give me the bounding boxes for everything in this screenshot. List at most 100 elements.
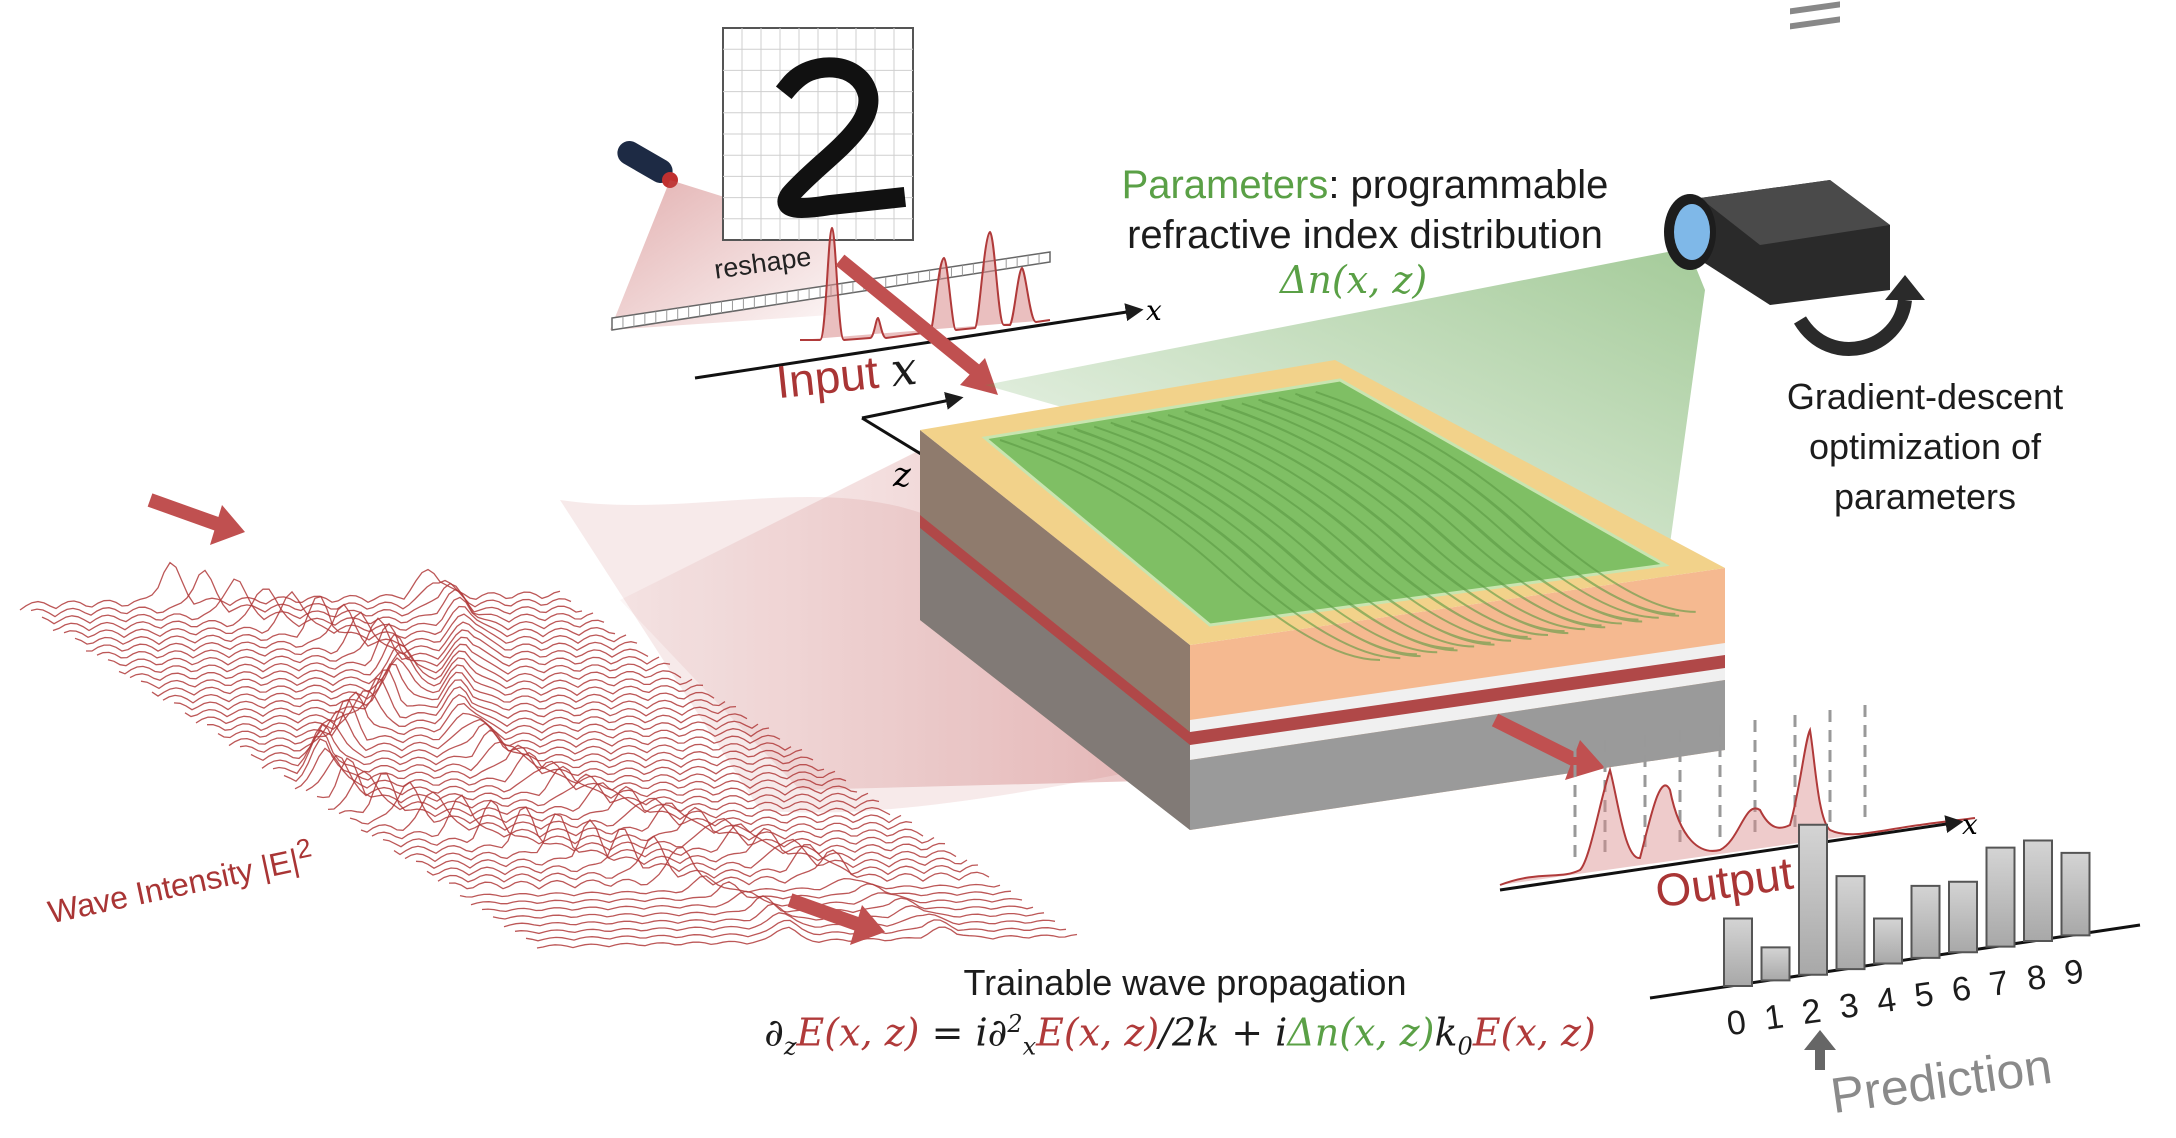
- waterfall-trace: [525, 919, 1067, 942]
- eq-k: k: [1434, 1010, 1458, 1055]
- prediction-bar: [1985, 846, 2016, 948]
- input-arrow: [835, 254, 980, 376]
- x-axis-arrow: [861, 392, 964, 420]
- waterfall-trace: [404, 813, 946, 863]
- parameters-label: Parameters: programmable refractive inde…: [1060, 160, 1670, 260]
- waterfall-trace: [371, 794, 913, 840]
- eq-dx-sup: 2: [1007, 1010, 1023, 1038]
- waterfall-trace: [261, 723, 803, 769]
- prediction-tick: 2: [1799, 992, 1823, 1032]
- parameters-word: Parameters: [1121, 163, 1329, 207]
- waterfall-trace: [327, 770, 869, 811]
- waterfall-trace: [448, 846, 990, 890]
- wave-beam: [560, 496, 1220, 813]
- input-waveform: [800, 226, 1051, 342]
- eq-e1: E(x, z): [796, 1010, 920, 1055]
- input-x-axis: [694, 303, 1144, 380]
- projector-icon: [1664, 1, 1890, 305]
- waterfall-trace: [250, 718, 792, 762]
- gradient-loop-arrow: [1794, 298, 1912, 356]
- gradient-line2: optimization of: [1808, 426, 2042, 467]
- input-axis-label: x: [888, 340, 920, 398]
- waterfall-trace: [140, 643, 682, 690]
- prediction-bar: [2060, 851, 2091, 937]
- waterfall-trace: [162, 657, 704, 704]
- prediction-tick: 3: [1837, 986, 1861, 1026]
- prediction-tick: 1: [1762, 997, 1786, 1037]
- output-x-axis: [1499, 815, 1964, 892]
- prediction-tick: 7: [1987, 964, 2011, 1004]
- waterfall-trace: [360, 791, 902, 833]
- prediction-tick: 5: [1912, 975, 1936, 1015]
- waterfall-trace: [96, 611, 638, 659]
- gradient-descent-label: Gradient-descent optimization of paramet…: [1760, 372, 2090, 522]
- waterfall-trace: [151, 652, 693, 697]
- prediction-bar: [1835, 875, 1866, 971]
- prediction-tick: 8: [2024, 958, 2048, 998]
- waterfall-trace: [30, 569, 572, 618]
- waterfall-trace: [437, 835, 979, 883]
- input-strip-x-label: x: [1146, 294, 1162, 327]
- prediction-bar: [1948, 880, 1978, 954]
- prediction-tick: 4: [1874, 980, 1898, 1020]
- waterfall-out-arrow: [787, 893, 863, 932]
- output-waveform: [1499, 726, 1976, 886]
- delta-n-label: Δn(x, z): [1280, 258, 1428, 302]
- waterfall-trace: [41, 578, 583, 625]
- eq-over: /2k + i: [1159, 1010, 1288, 1055]
- z-axis-label: z: [893, 455, 911, 495]
- gradient-line3: parameters: [1833, 476, 2017, 517]
- trainable-label: Trainable wave propagation: [963, 962, 1407, 1003]
- wave-intensity-waterfall: [19, 561, 1078, 949]
- eq-eq: = i∂: [919, 1010, 1008, 1055]
- prediction-bar: [1760, 946, 1791, 982]
- waterfall-trace: [294, 747, 836, 790]
- waterfall-trace: [316, 757, 858, 804]
- eq-e3: E(x, z): [1472, 1010, 1596, 1055]
- prediction-bar: [1910, 884, 1941, 959]
- eq-dn: Δn(x, z): [1287, 1010, 1435, 1055]
- waveguide-device: [920, 360, 1725, 830]
- waterfall-trace: [74, 595, 616, 646]
- input-word: Input: [773, 345, 881, 409]
- waterfall-trace: [536, 926, 1078, 949]
- waterfall-trace: [272, 729, 814, 775]
- prediction-tick: 9: [2062, 952, 2086, 992]
- prediction-tick: 6: [1949, 969, 1973, 1009]
- eq-dz: ∂: [764, 1010, 784, 1055]
- waterfall-trace: [86, 603, 627, 652]
- gradient-line1: Gradient-descent: [1786, 376, 2064, 417]
- waterfall-in-arrow: [147, 493, 223, 532]
- prediction-bar: [2023, 839, 2053, 942]
- output-arrow: [1491, 713, 1579, 767]
- waterfall-trace: [338, 773, 880, 818]
- eq-e2: E(x, z): [1036, 1010, 1160, 1055]
- waterfall-trace: [492, 895, 1034, 920]
- waterfall-trace: [283, 738, 825, 783]
- waterfall-trace: [118, 622, 660, 675]
- waterfall-trace: [206, 690, 748, 732]
- prediction-bars: [1723, 823, 2091, 987]
- eq-dx-sub: x: [1022, 1032, 1037, 1061]
- waterfall-trace: [19, 561, 561, 611]
- waterfall-trace: [415, 818, 957, 869]
- waterfall-trace: [107, 617, 649, 667]
- waterfall-trace: [173, 663, 715, 711]
- prediction-tick: 0: [1724, 1003, 1748, 1043]
- waterfall-trace: [217, 691, 759, 739]
- propagation-equation: ∂zE(x, z) = i∂2xE(x, z)/2k + iΔn(x, z)k0…: [700, 1010, 1660, 1060]
- eq-k-sub: 0: [1457, 1032, 1473, 1061]
- waterfall-trace: [129, 633, 671, 682]
- waterfall-trace: [305, 754, 847, 797]
- waterfall-trace: [459, 875, 1001, 898]
- waterfall-trace: [470, 881, 1012, 906]
- prediction-bar: [1873, 917, 1903, 965]
- waterfall-trace: [184, 669, 726, 718]
- mnist-digit-image: [722, 27, 914, 241]
- waterfall-trace: [349, 781, 891, 825]
- waterfall-trace: [195, 677, 737, 725]
- waterfall-trace: [63, 590, 605, 639]
- prediction-bar: [1723, 917, 1753, 987]
- prediction-bar: [1798, 823, 1828, 976]
